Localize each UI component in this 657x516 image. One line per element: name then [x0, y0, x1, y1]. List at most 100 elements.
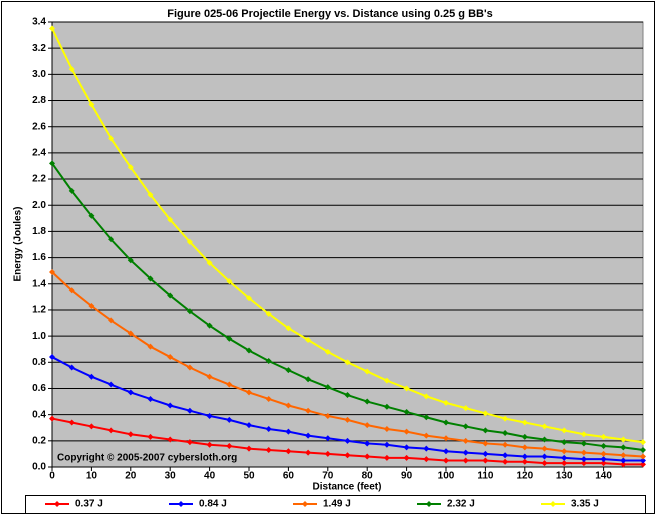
point-marker: [403, 385, 410, 392]
point-marker: [226, 335, 233, 342]
point-marker: [423, 445, 430, 452]
x-tick-label: 40: [204, 471, 216, 482]
point-marker: [580, 456, 587, 463]
point-marker: [265, 357, 272, 364]
point-marker: [49, 160, 55, 167]
point-marker: [561, 427, 568, 434]
y-tick-label: 3.4: [32, 17, 46, 28]
point-marker: [541, 423, 548, 430]
point-marker: [265, 310, 272, 317]
point-marker: [226, 443, 233, 450]
point-marker: [147, 433, 154, 440]
legend-box: [25, 495, 646, 514]
point-marker: [108, 236, 115, 243]
point-marker: [88, 373, 95, 380]
point-marker: [186, 238, 193, 245]
point-marker: [600, 460, 607, 467]
point-marker: [561, 454, 568, 461]
point-marker: [49, 415, 55, 422]
point-marker: [462, 405, 469, 412]
legend-marker: [302, 501, 308, 507]
point-marker: [640, 446, 646, 453]
y-tick-label: 2.4: [32, 148, 46, 159]
point-marker: [344, 392, 351, 399]
point-marker: [49, 25, 55, 32]
point-marker: [580, 431, 587, 438]
point-marker: [324, 348, 331, 355]
point-marker: [600, 443, 607, 450]
point-marker: [108, 427, 115, 434]
point-marker: [285, 325, 292, 332]
x-tick-label: 80: [362, 471, 374, 482]
point-marker: [186, 308, 193, 315]
point-marker: [462, 449, 469, 456]
annotation: Copyright © 2005-2007 cybersloth.org: [57, 453, 237, 464]
point-marker: [364, 440, 371, 447]
x-tick-label: 130: [556, 471, 573, 482]
point-marker: [68, 364, 75, 371]
y-tick-label: 2.0: [32, 200, 46, 211]
point-marker: [482, 457, 489, 464]
legend-marker: [178, 501, 184, 507]
point-marker: [383, 441, 390, 448]
point-marker: [324, 412, 331, 419]
point-marker: [68, 187, 75, 194]
point-marker: [127, 389, 134, 396]
point-marker: [167, 354, 174, 361]
point-marker: [108, 381, 115, 388]
point-marker: [521, 419, 528, 426]
point-marker: [580, 440, 587, 447]
legend-label: 2.32 J: [447, 499, 475, 510]
point-marker: [49, 268, 55, 275]
point-marker: [580, 449, 587, 456]
point-marker: [620, 457, 627, 464]
point-marker: [541, 460, 548, 467]
point-marker: [502, 415, 509, 422]
point-marker: [521, 453, 528, 460]
point-marker: [127, 257, 134, 264]
point-marker: [206, 259, 213, 266]
legend-label: 3.35 J: [571, 499, 599, 510]
point-marker: [285, 367, 292, 374]
y-tick-label: 0.8: [32, 357, 46, 368]
point-marker: [423, 456, 430, 463]
point-marker: [265, 395, 272, 402]
point-marker: [462, 457, 469, 464]
y-tick-label: 3.2: [32, 43, 46, 54]
point-marker: [88, 303, 95, 310]
legend-marker: [426, 501, 432, 507]
point-marker: [462, 423, 469, 430]
point-marker: [88, 101, 95, 108]
point-marker: [167, 402, 174, 409]
point-marker: [108, 135, 115, 142]
point-marker: [482, 427, 489, 434]
point-marker: [383, 403, 390, 410]
point-marker: [68, 419, 75, 426]
x-axis-title: Distance (feet): [313, 482, 382, 493]
point-marker: [344, 452, 351, 459]
point-marker: [226, 381, 233, 388]
point-marker: [147, 275, 154, 282]
point-marker: [443, 435, 449, 442]
point-marker: [423, 414, 430, 421]
point-marker: [68, 66, 75, 73]
point-marker: [324, 435, 331, 442]
point-marker: [364, 453, 371, 460]
point-marker: [324, 450, 331, 457]
point-marker: [246, 389, 252, 396]
point-marker: [246, 347, 252, 354]
point-marker: [443, 419, 449, 426]
point-marker: [640, 457, 646, 464]
y-tick-label: 1.4: [32, 278, 46, 289]
point-marker: [383, 426, 390, 433]
point-marker: [305, 407, 312, 414]
point-marker: [324, 384, 331, 391]
y-tick-label: 1.2: [32, 305, 46, 316]
point-marker: [600, 433, 607, 440]
y-tick-label: 2.8: [32, 95, 46, 106]
point-marker: [147, 343, 154, 350]
y-tick-label: 0.4: [32, 409, 46, 420]
point-marker: [127, 330, 134, 337]
point-marker: [600, 456, 607, 463]
